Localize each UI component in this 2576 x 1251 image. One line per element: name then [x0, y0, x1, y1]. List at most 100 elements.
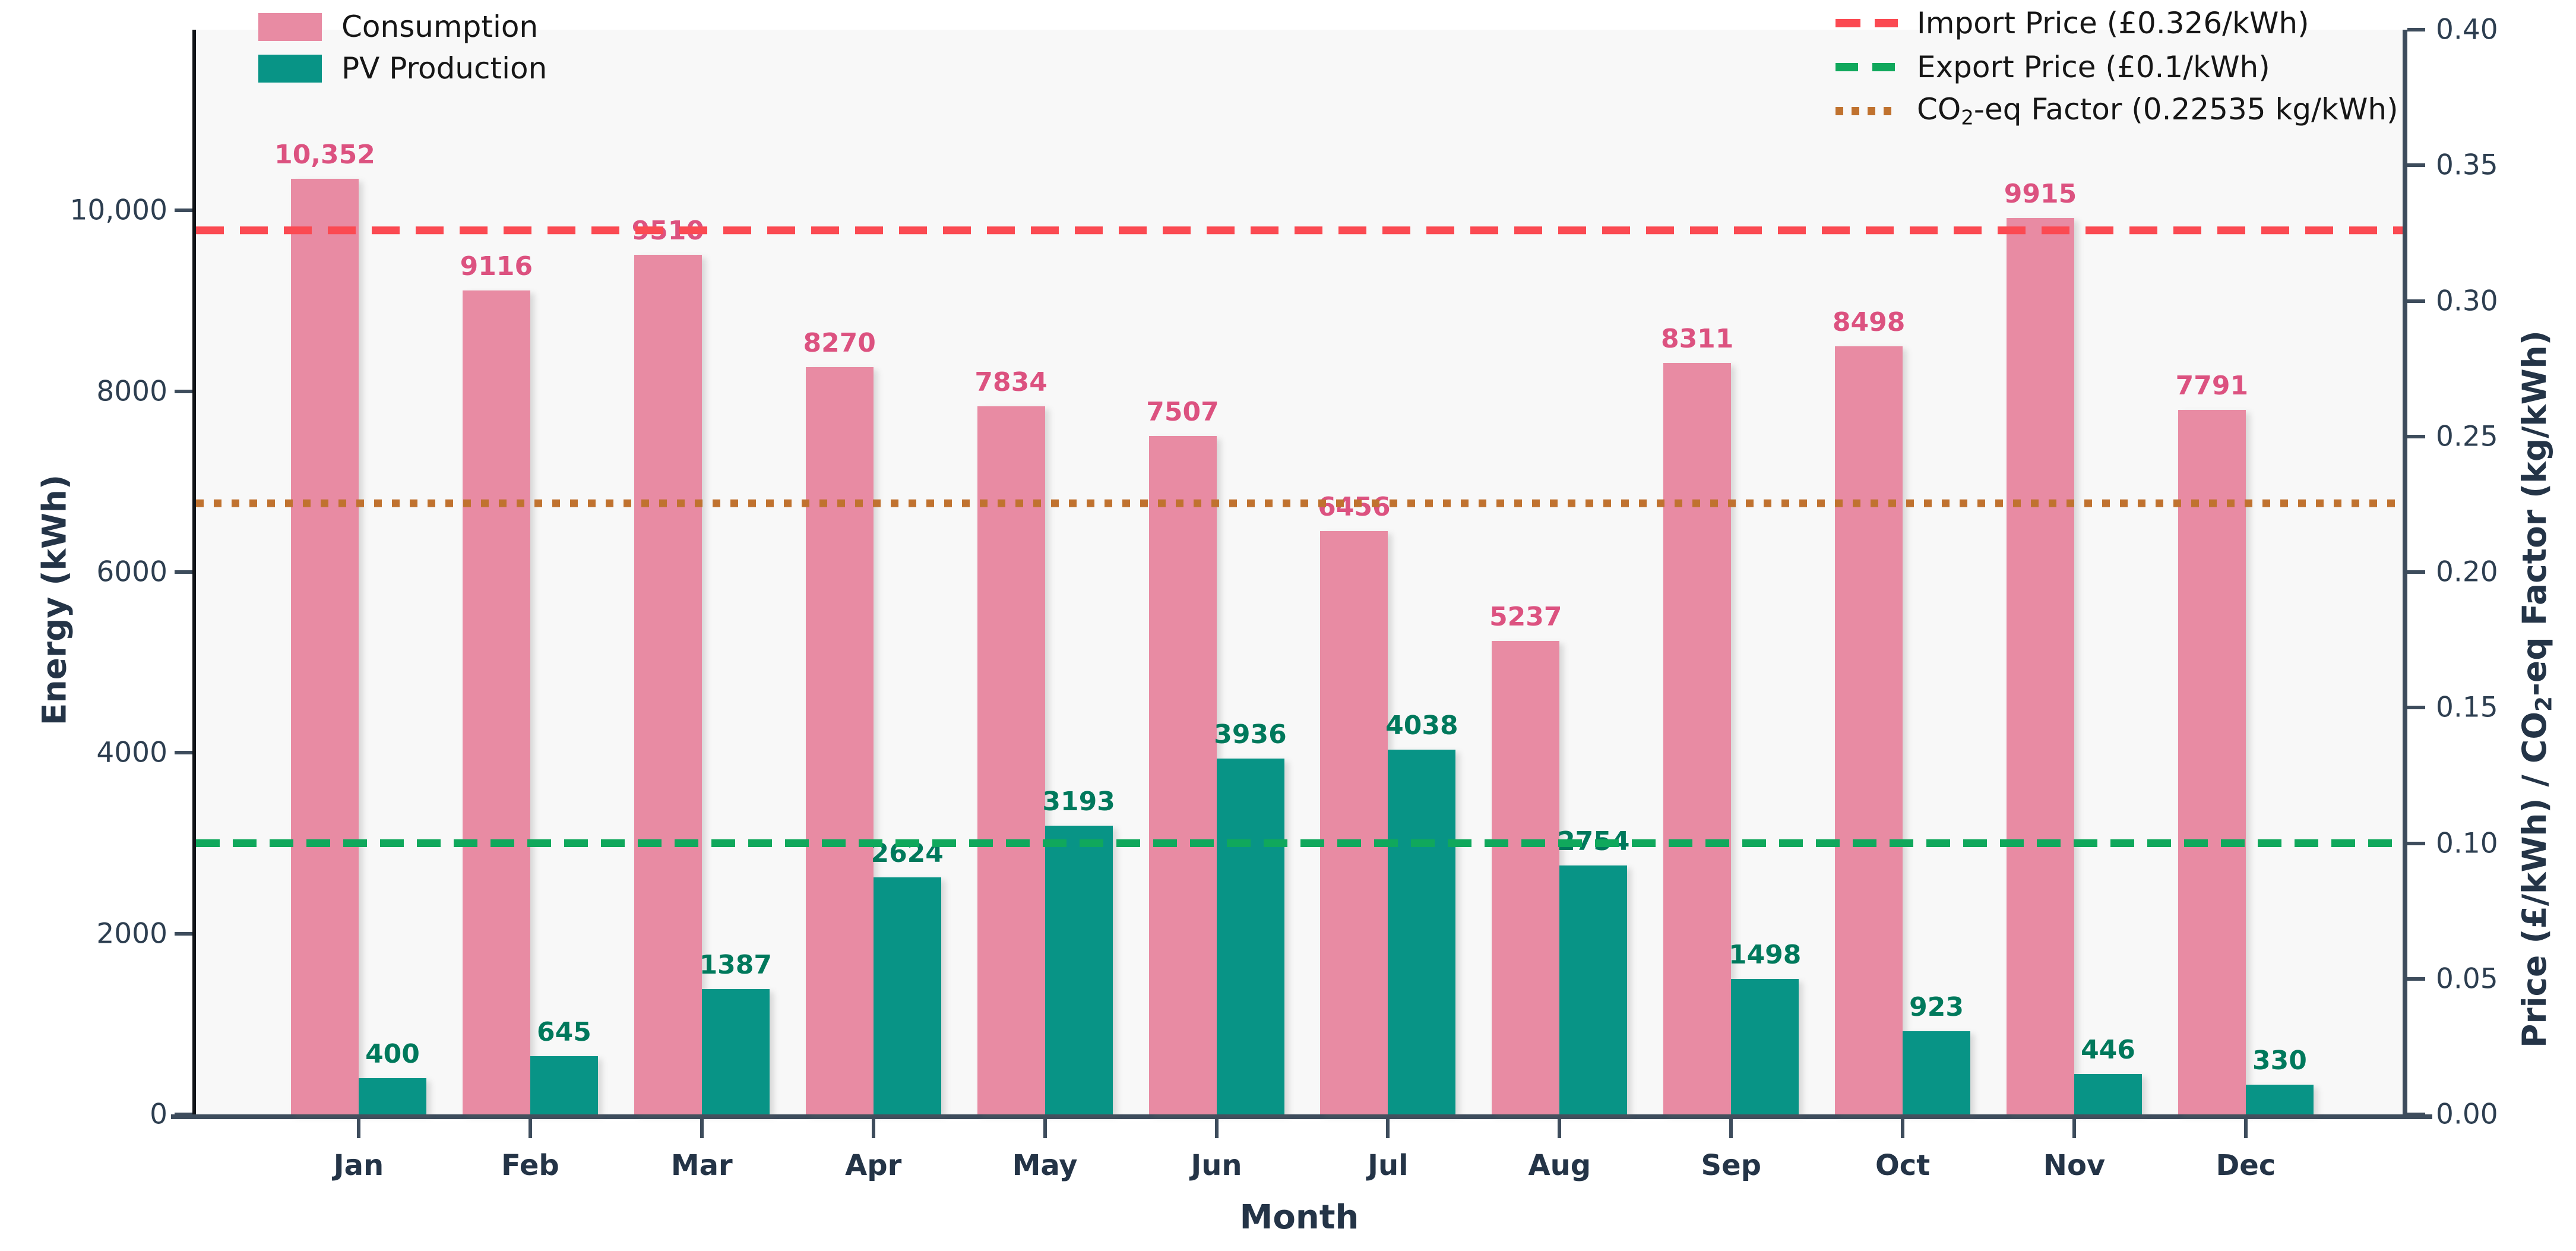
- y-left-tick-label: 0: [150, 1098, 167, 1131]
- y-right-tick: [2407, 977, 2425, 981]
- consumption-value-label-oct: 8498: [1832, 307, 1906, 337]
- right-axis-title-prefix: Price (£/kWh) / CO: [2515, 711, 2554, 1048]
- x-tick-label-apr: Apr: [845, 1149, 902, 1182]
- legend-swatch-pv-production: [258, 54, 322, 83]
- y-left-tick-label: 6000: [96, 555, 167, 589]
- x-tick: [357, 1119, 360, 1138]
- x-tick: [700, 1119, 704, 1138]
- pv-bar-jan: [359, 1078, 426, 1114]
- y-left-tick-label: 8000: [96, 375, 167, 408]
- pv-value-label-oct: 923: [1909, 991, 1964, 1022]
- x-tick: [2243, 1119, 2248, 1138]
- x-tick-label-dec: Dec: [2216, 1149, 2276, 1182]
- x-tick: [871, 1119, 875, 1138]
- pv-bar-aug: [1559, 865, 1628, 1114]
- y-left-tick-label: 2000: [96, 917, 167, 950]
- legend-line-swatch-export-price: [1836, 63, 1898, 71]
- x-tick-label-feb: Feb: [501, 1149, 559, 1182]
- legend-item-import-price: Import Price (£0.326/kWh): [1836, 2, 2309, 44]
- y-left-tick: [175, 931, 192, 936]
- consumption-bar-feb: [462, 290, 530, 1114]
- x-tick-label-jul: Jul: [1368, 1149, 1409, 1182]
- bottom-axis-spine: [171, 1114, 2432, 1119]
- y-right-tick-label: 0.40: [2436, 13, 2498, 46]
- pv-value-label-dec: 330: [2252, 1045, 2307, 1076]
- y-right-tick-label: 0.15: [2436, 691, 2498, 724]
- y-right-tick-label: 0.35: [2436, 149, 2498, 182]
- reference-lines-layer: [196, 226, 2403, 847]
- consumption-value-label-jan: 10,352: [274, 139, 375, 170]
- x-tick: [1214, 1119, 1219, 1138]
- right-axis-title-suffix: -eq Factor (kg/kWh): [2515, 330, 2554, 696]
- consumption-bar-jun: [1148, 435, 1217, 1114]
- x-tick: [1729, 1119, 1733, 1138]
- pv-value-label-jun: 3936: [1214, 719, 1287, 750]
- legend-item-export-price: Export Price (£0.1/kWh): [1836, 46, 2270, 88]
- pv-bar-apr: [873, 877, 941, 1114]
- pv-bar-dec: [2245, 1084, 2314, 1114]
- y-right-tick-label: 0.05: [2436, 962, 2498, 996]
- pv-bar-nov: [2074, 1074, 2142, 1114]
- y-right-tick: [2407, 434, 2425, 438]
- x-tick-label-mar: Mar: [670, 1149, 733, 1182]
- x-tick: [528, 1119, 532, 1138]
- y-left-tick: [175, 751, 192, 755]
- x-tick: [1901, 1119, 1905, 1138]
- x-axis-title: Month: [1239, 1198, 1359, 1237]
- x-tick: [1558, 1119, 1562, 1138]
- consumption-bar-may: [977, 406, 1045, 1114]
- y-right-tick: [2407, 1113, 2425, 1116]
- x-tick-label-oct: Oct: [1875, 1149, 1931, 1182]
- y-right-tick-label: 0.00: [2436, 1098, 2498, 1131]
- left-axis-spine: [192, 30, 196, 1118]
- pv-value-label-jan: 400: [365, 1039, 420, 1070]
- legend-swatch-consumption: [258, 12, 322, 41]
- consumption-value-label-jun: 7507: [1146, 396, 1219, 427]
- consumption-bar-sep: [1663, 363, 1732, 1114]
- pv-bar-may: [1045, 826, 1113, 1114]
- consumption-bar-oct: [1835, 346, 1903, 1114]
- y-left-tick-label: 4000: [96, 736, 167, 769]
- y-right-tick-label: 0.20: [2436, 555, 2498, 589]
- legend-item-consumption: Consumption: [258, 6, 538, 48]
- y-left-tick: [175, 570, 192, 574]
- consumption-value-label-sep: 8311: [1660, 324, 1734, 355]
- pv-value-label-may: 3193: [1042, 786, 1115, 817]
- pv-bar-mar: [701, 988, 770, 1114]
- legend-label: Export Price (£0.1/kWh): [1917, 50, 2270, 84]
- y-left-tick: [175, 389, 192, 393]
- y-right-tick: [2407, 570, 2425, 574]
- legend-label: Consumption: [341, 10, 539, 44]
- x-tick: [1043, 1119, 1047, 1138]
- legend-item-co2-factor: CO2-eq Factor (0.22535 kg/kWh): [1836, 90, 2398, 132]
- pv-value-label-sep: 1498: [1728, 940, 1802, 971]
- consumption-bar-nov: [2007, 218, 2074, 1114]
- pv-value-label-nov: 446: [2081, 1035, 2135, 1066]
- pv-value-label-mar: 1387: [699, 949, 773, 980]
- y-right-tick: [2407, 28, 2425, 31]
- legend-label: CO2-eq Factor (0.22535 kg/kWh): [1917, 91, 2398, 130]
- x-tick-label-may: May: [1012, 1149, 1078, 1182]
- consumption-value-label-aug: 5237: [1489, 602, 1562, 633]
- y-left-tick: [175, 1113, 192, 1116]
- right-axis-title-sub: 2: [2530, 696, 2557, 712]
- y-right-tick-label: 0.25: [2436, 420, 2498, 453]
- x-tick: [2072, 1119, 2076, 1138]
- y-right-tick: [2407, 841, 2425, 845]
- consumption-bar-aug: [1492, 641, 1560, 1114]
- consumption-value-label-apr: 8270: [803, 327, 876, 358]
- right-axis-title: Price (£/kWh) / CO2-eq Factor (kg/kWh): [2515, 330, 2557, 1048]
- y-left-tick: [175, 208, 192, 213]
- y-left-tick-label: 10,000: [69, 194, 167, 227]
- consumption-value-label-feb: 9116: [460, 251, 533, 282]
- x-tick-label-nov: Nov: [2043, 1149, 2106, 1182]
- consumption-value-label-dec: 7791: [2175, 371, 2249, 402]
- legend-line-swatch-co2-factor: [1836, 107, 1898, 115]
- pv-value-label-jul: 4038: [1385, 710, 1458, 741]
- consumption-value-label-nov: 9915: [2004, 179, 2077, 210]
- y-right-tick: [2407, 706, 2425, 710]
- y-right-tick: [2407, 163, 2425, 168]
- legend-label: PV Production: [341, 51, 548, 86]
- pv-bar-feb: [530, 1056, 598, 1114]
- x-tick-label-jun: Jun: [1191, 1149, 1242, 1182]
